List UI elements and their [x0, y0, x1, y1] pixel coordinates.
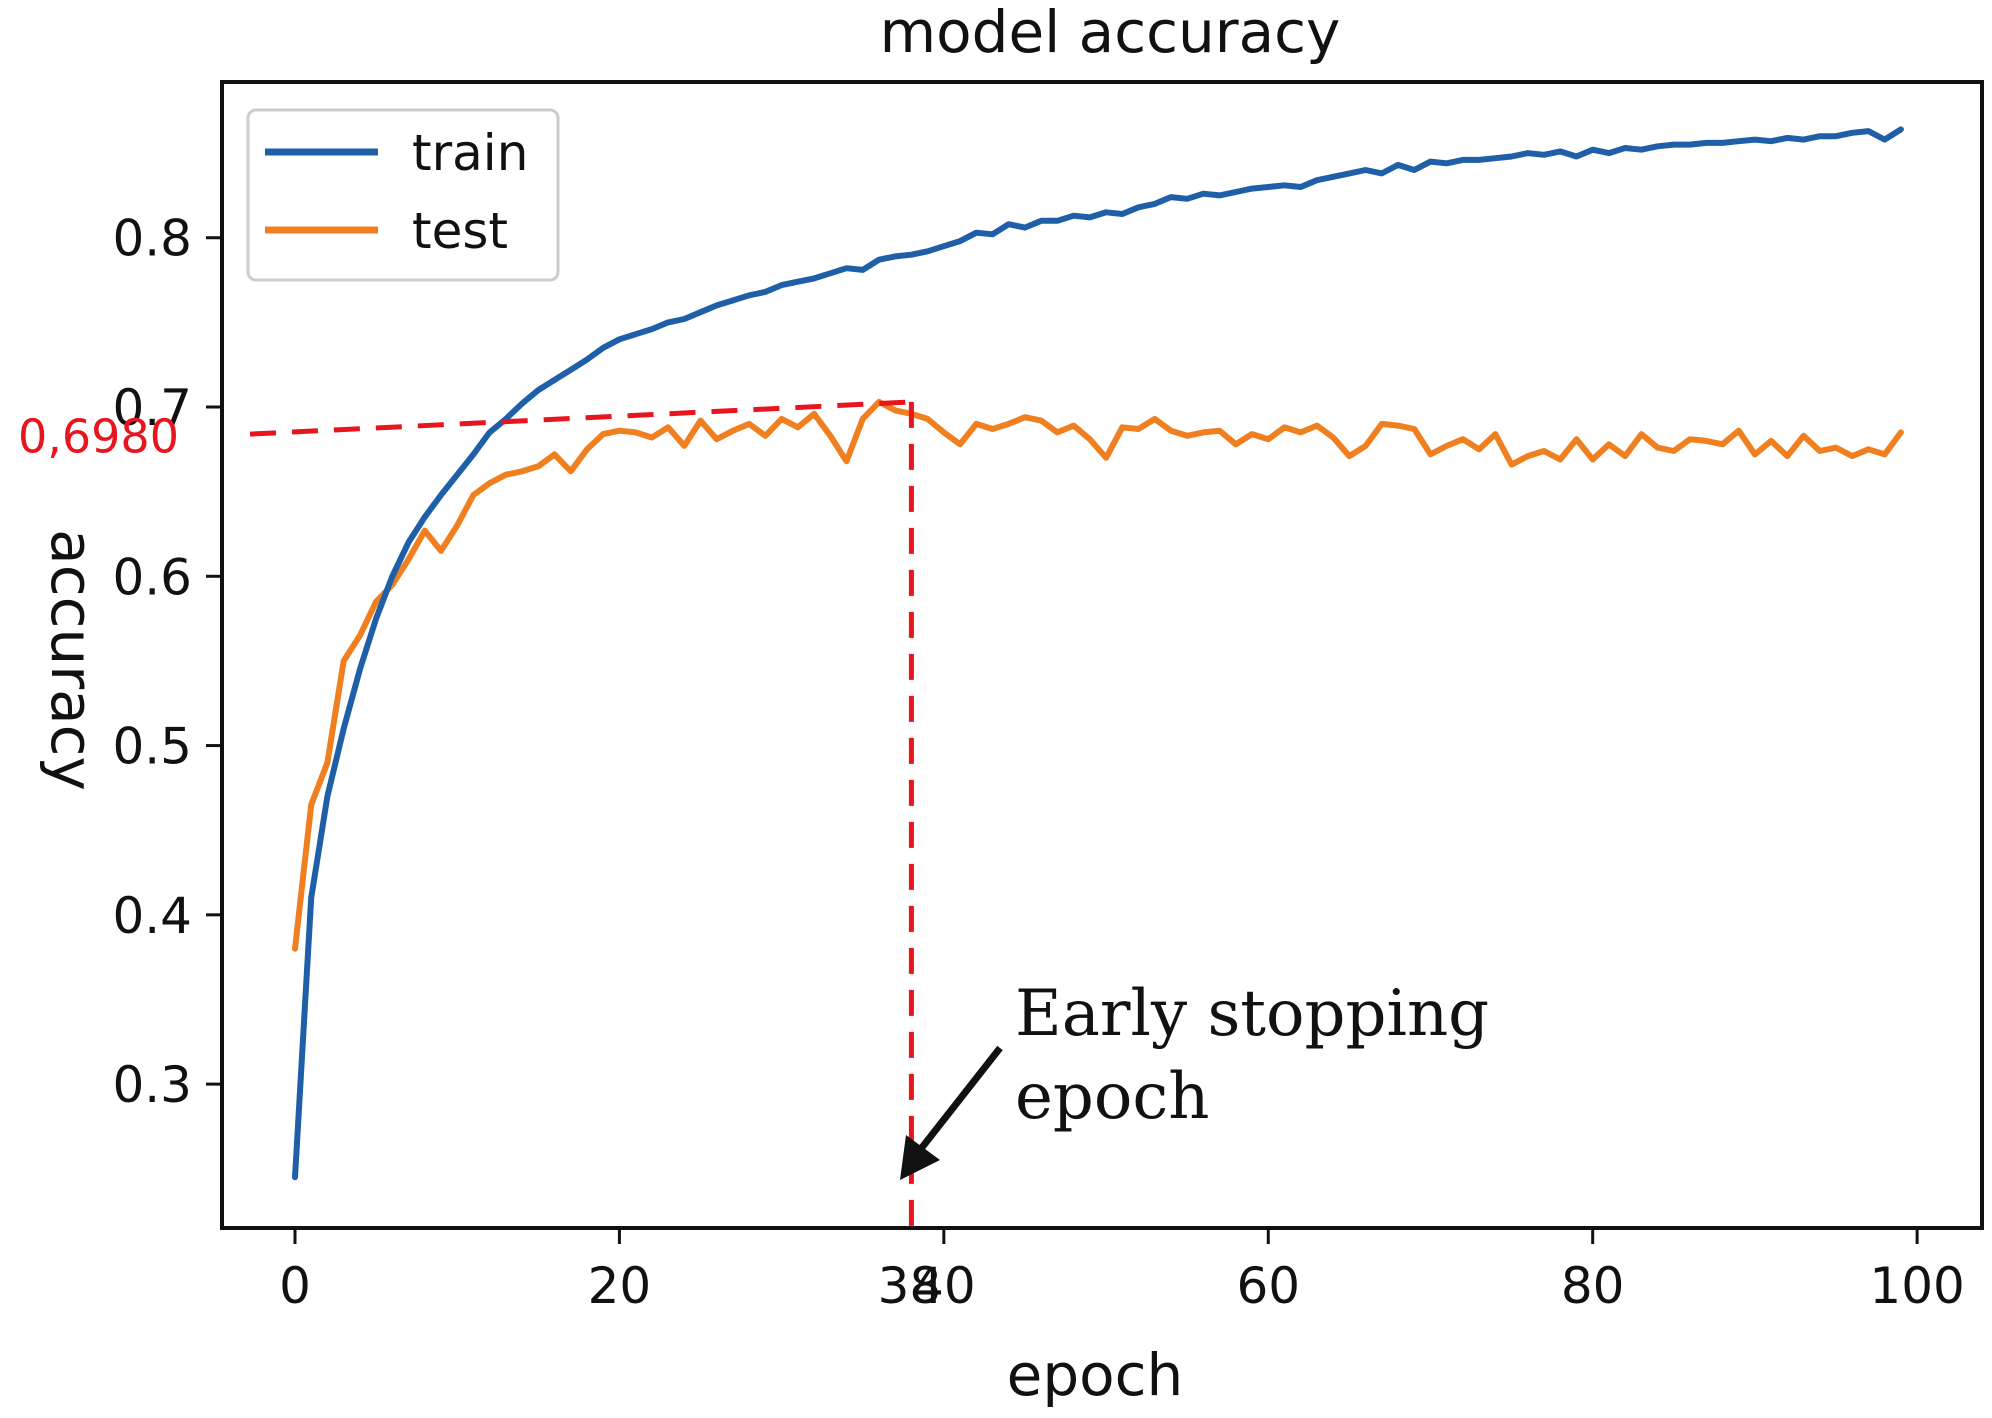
y-tick-label-0.3: 0.3 [112, 1056, 192, 1114]
series-line-test [292, 398, 1904, 952]
y-tick-label-0.6: 0.6 [112, 548, 192, 606]
early-stop-accuracy-label: 0,6980 [18, 410, 179, 464]
plot-area-frame [220, 80, 1984, 1230]
x-tick-label-80: 80 [1561, 1257, 1625, 1315]
x-tick-label-60: 60 [1236, 1257, 1300, 1315]
annotation-arrow-shaft [917, 1045, 1003, 1153]
annotation-line-1: Early stopping [1015, 977, 1489, 1051]
x-axis-label: epoch [1007, 1341, 1184, 1409]
series-layer [292, 126, 1904, 1181]
y-axis-ticks: 0.3 0.4 0.5 0.6 0.7 0.8 [112, 210, 222, 1114]
y-tick-label-0.4: 0.4 [112, 887, 192, 945]
legend-test-label: test [412, 202, 508, 260]
y-tick-label-0.8: 0.8 [112, 210, 192, 268]
x-tick-label-20: 20 [588, 1257, 652, 1315]
series-line-train [292, 126, 1904, 1181]
annotation-line-2: epoch [1015, 1060, 1209, 1134]
chart-title: model accuracy [880, 0, 1341, 66]
y-axis-label: accuracy [38, 529, 106, 791]
annotation-arrow-head [900, 1135, 940, 1180]
x-tick-label-40: 40 [912, 1257, 976, 1315]
y-tick-label-0.7: 0.7 [112, 379, 192, 437]
early-stop-accuracy-guide [249, 399, 912, 437]
legend-train-label: train [412, 124, 528, 182]
x-tick-label-100: 100 [1869, 1257, 1964, 1315]
legend: train test [246, 108, 560, 282]
early-stop-epoch-label: 38 [878, 1257, 942, 1315]
y-tick-label-0.5: 0.5 [112, 718, 192, 776]
x-axis-ticks: 0 20 40 60 80 100 [279, 1228, 1965, 1315]
x-tick-label-0: 0 [279, 1257, 311, 1315]
